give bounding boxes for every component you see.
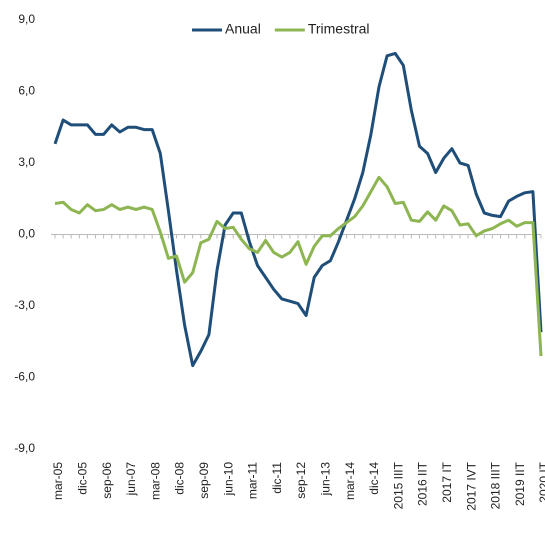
x-tick-label: dic-14 [367,462,381,495]
x-tick-label: 2020 IT [537,461,545,502]
x-tick-label: sep-06 [100,462,114,499]
y-tick-label: 3,0 [18,155,35,169]
x-tick-label: mar-14 [343,462,357,500]
x-tick-label: dic-11 [270,462,284,494]
x-tick-label: 2019 IIT [513,461,527,506]
x-tick-label: 2015 IIIT [391,461,405,509]
x-tick-label: sep-12 [294,462,308,499]
x-tick-label: 2016 IIT [416,461,430,506]
y-tick-label: -3,0 [14,298,35,312]
legend-label: Trimestral [308,21,370,37]
x-tick-label: mar-05 [51,462,65,500]
y-tick-label: -6,0 [14,370,35,384]
x-tick-label: dic-05 [75,462,89,495]
x-tick-label: mar-08 [148,462,162,500]
y-tick-label: 6,0 [18,84,35,98]
x-tick-label: jun-13 [318,462,332,497]
y-tick-label: 9,0 [18,12,35,26]
x-tick-label: dic-08 [173,462,187,495]
x-tick-label: 2018 IIIT [489,461,503,509]
x-tick-label: 2017 IT [440,461,454,502]
y-tick-label: -9,0 [14,441,35,455]
series-line [54,175,543,357]
series-line [53,51,543,368]
x-tick-label: jun-10 [221,462,235,497]
x-tick-label: mar-11 [246,462,260,499]
x-tick-label: sep-09 [197,462,211,499]
x-tick-label: jun-07 [124,462,138,497]
x-tick-label: 2017 IVT [464,461,478,510]
legend-label: Anual [225,21,261,37]
y-tick-label: 0,0 [18,227,35,241]
